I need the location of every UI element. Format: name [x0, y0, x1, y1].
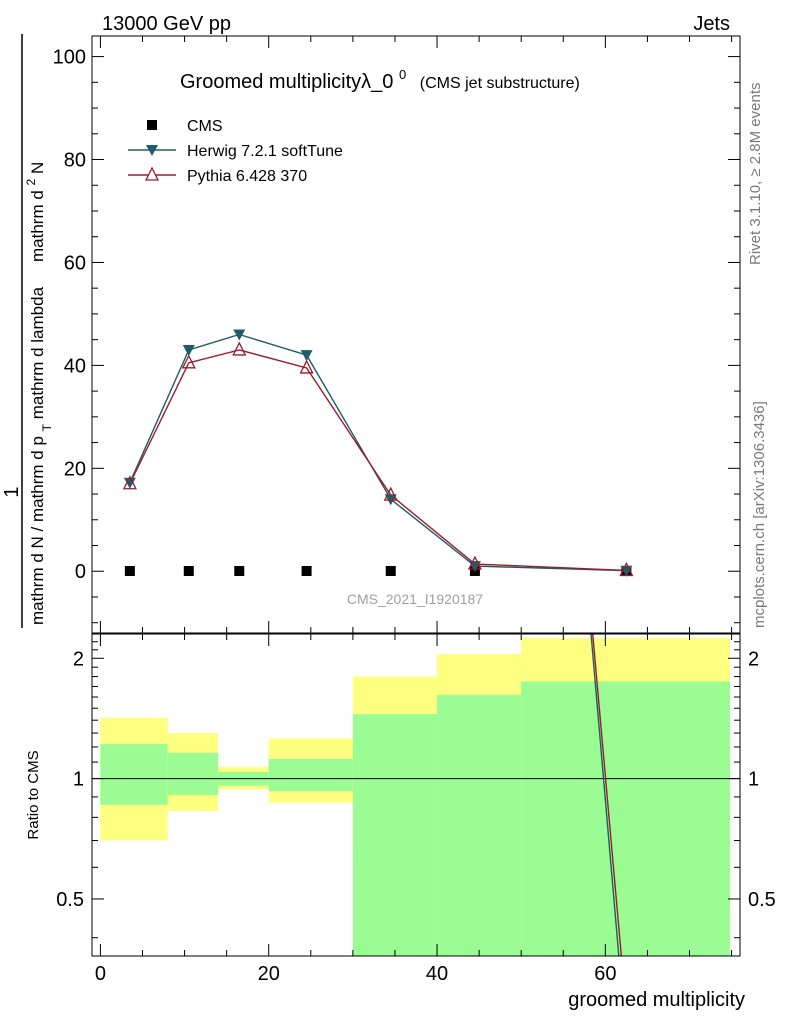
analysis-watermark: CMS_2021_I1920187: [347, 591, 483, 607]
cms-data-point: [183, 565, 194, 576]
cms-data-point: [385, 565, 396, 576]
y-tick-label: 40: [64, 355, 86, 377]
legend-item-0: CMS: [147, 118, 223, 135]
legend-item-1: Herwig 7.2.1 softTune: [128, 143, 343, 160]
y-axis-label: 1 mathrm d N / mathrm d p T mathrm d lam…: [1, 34, 55, 628]
pythia-data-point: [383, 486, 398, 501]
legend-label: CMS: [187, 118, 223, 135]
ratio-y-axis-label: Ratio to CMS: [25, 750, 42, 839]
ratio-band-inner: [352, 714, 438, 956]
y-axis-label-upper-2: 2: [24, 178, 38, 185]
y-axis-label-upper: mathrm d 2 N: [20, 162, 47, 262]
chart-title-sup: 0: [399, 67, 406, 82]
pythia-data-point: [467, 555, 482, 570]
pythia-data-point: [232, 341, 247, 356]
header-right-label: Jets: [693, 13, 730, 35]
ratio-band-inner: [100, 744, 168, 805]
y-tick-label: 60: [64, 252, 86, 274]
cms-data-point: [301, 565, 312, 576]
herwig-data-point: [233, 329, 246, 341]
y-tick-label: 80: [64, 150, 86, 172]
x-tick-label: 20: [258, 963, 280, 985]
ratio-line-pythia: [592, 633, 623, 957]
rivet-version-label: Rivet 3.1.10, ≥ 2.8M events: [747, 83, 764, 266]
legend-item-2: Pythia 6.428 370: [128, 166, 307, 185]
legend-label: Pythia 6.428 370: [187, 168, 307, 185]
herwig-data-point: [123, 477, 136, 489]
y-tick-label: 20: [64, 458, 86, 480]
chart-title: Groomed multiplicityλ_0 0 (CMS jet subst…: [180, 62, 580, 93]
series-line-herwig: [129, 333, 627, 572]
x-tick-label: 0: [95, 963, 106, 985]
ratio-line-herwig: [590, 633, 620, 957]
y-tick-label: 0: [75, 561, 86, 583]
legend-marker-triangle-up: [144, 166, 160, 181]
ratio-band-inner: [268, 758, 353, 792]
header-left-label: 13000 GeV pp: [102, 13, 231, 35]
herwig-data-point: [300, 350, 313, 362]
pythia-data-point: [299, 359, 314, 374]
cms-data-point: [234, 565, 245, 576]
main-frame: [91, 35, 741, 634]
y-axis-label-numerator: 1: [1, 486, 23, 497]
ratio-band-inner: [437, 694, 522, 956]
main-panel: 0 20 40 60 80 100: [53, 35, 741, 634]
chart-title-main: Groomed multiplicityλ_0: [180, 71, 393, 93]
y-axis-label-denominator: mathrm d N / mathrm d p T mathrm d lambd…: [28, 286, 55, 625]
y-axis-label-upper-N: N: [28, 162, 47, 174]
pythia-data-point: [619, 562, 634, 577]
x-tick-label: 60: [594, 963, 616, 985]
herwig-data-point: [182, 344, 195, 356]
pythia-data-point: [122, 475, 137, 490]
ratio-y-tick-label-right: 2: [748, 648, 759, 670]
legend-marker-triangle-down: [146, 145, 158, 156]
ratio-bands: [92, 637, 740, 956]
y-axis-label-denom-part1: mathrm d N / mathrm d p: [28, 436, 47, 625]
ratio-y-tick-label-right: 0.5: [748, 889, 776, 911]
ratio-panel: 0.5 0.51 12 20 20 40 60: [56, 633, 776, 985]
cms-data-point: [124, 565, 135, 576]
ratio-frame: [91, 633, 741, 957]
x-tick-label: 40: [426, 963, 448, 985]
y-axis-label-denom-sub: T: [40, 423, 54, 431]
y-axis-label-upper-md: mathrm d: [28, 190, 47, 262]
ratio-y-tick-label: 2: [73, 648, 84, 670]
main-ticks: 0 20 40 60 80 100: [53, 36, 740, 633]
ratio-y-tick-label-right: 1: [748, 769, 759, 791]
y-axis-label-denom-part2: mathrm d lambda: [28, 286, 47, 419]
ratio-lines: [590, 633, 623, 957]
legend-label: Herwig 7.2.1 softTune: [187, 143, 343, 160]
ratio-band-inner: [521, 681, 730, 956]
ratio-y-tick-label: 0.5: [56, 889, 84, 911]
legend: CMS Herwig 7.2.1 softTune Pythia 6.428 370: [128, 118, 343, 185]
ratio-ticks: 0.5 0.51 12 20 20 40 60: [56, 634, 776, 985]
ratio-y-tick-label: 1: [73, 769, 84, 791]
mcplots-label: mcplots.cern.ch [arXiv:1306.3436]: [751, 401, 768, 628]
ratio-band-inner: [167, 752, 219, 795]
y-tick-label: 100: [53, 47, 86, 69]
main-series: [122, 329, 634, 577]
chart-subtitle: (CMS jet substructure): [420, 75, 580, 92]
pythia-data-point: [181, 354, 196, 369]
x-axis-label: groomed multiplicity: [568, 989, 745, 1011]
series-line-pythia: [129, 349, 627, 572]
legend-marker-square: [147, 120, 157, 130]
